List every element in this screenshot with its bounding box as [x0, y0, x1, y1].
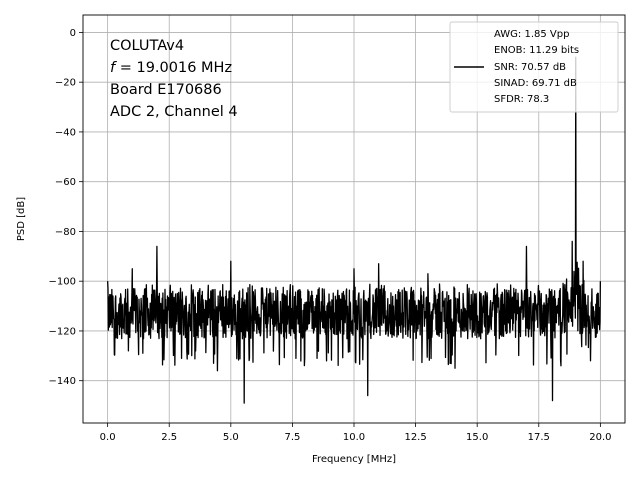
- annotation-board: Board E170686: [110, 82, 222, 98]
- x-axis-ticks: 0.0 2.5 5.0 7.5 10.0 12.5 15.0 17.5 20.0: [100, 423, 611, 443]
- x-tick-label: 10.0: [343, 432, 365, 443]
- annotation-channel: ADC 2, Channel 4: [110, 104, 238, 120]
- y-tick-label: −80: [55, 227, 76, 238]
- y-axis-ticks: 0 −20 −40 −60 −80 −100 −120 −140: [49, 28, 83, 387]
- annotation-frequency-value: = 19.0016 MHz: [115, 60, 232, 76]
- x-tick-label: 20.0: [589, 432, 611, 443]
- x-tick-label: 7.5: [284, 432, 300, 443]
- y-tick-label: 0: [70, 28, 76, 39]
- y-tick-label: −60: [55, 177, 76, 188]
- psd-line: [106, 56, 602, 404]
- annotation-frequency: f = 19.0016 MHz: [110, 60, 232, 76]
- x-tick-label: 15.0: [466, 432, 488, 443]
- x-tick-label: 2.5: [161, 432, 177, 443]
- annotation-block: COLUTAv4 f = 19.0016 MHz Board E170686 A…: [110, 38, 238, 120]
- legend: AWG: 1.85 Vpp ENOB: 11.29 bits SNR: 70.5…: [449, 21, 619, 113]
- annotation-chip: COLUTAv4: [110, 38, 184, 54]
- y-axis-label: PSD [dB]: [16, 197, 27, 241]
- y-tick-label: −100: [49, 277, 76, 288]
- x-tick-label: 12.5: [404, 432, 426, 443]
- psd-series: [106, 56, 602, 404]
- x-tick-label: 0.0: [100, 432, 116, 443]
- y-tick-label: −20: [55, 78, 76, 89]
- legend-entry-snr: SNR: 70.57 dB: [494, 62, 566, 73]
- annotation-frequency-symbol: f: [110, 60, 117, 76]
- legend-entry-sfdr: SFDR: 78.3: [494, 94, 549, 105]
- y-tick-label: −40: [55, 127, 76, 138]
- legend-entry-enob: ENOB: 11.29 bits: [494, 45, 579, 56]
- y-tick-label: −120: [49, 326, 76, 337]
- x-tick-label: 5.0: [223, 432, 239, 443]
- y-tick-label: −140: [49, 376, 76, 387]
- x-tick-label: 17.5: [528, 432, 550, 443]
- legend-entry-sinad: SINAD: 69.71 dB: [494, 78, 577, 89]
- legend-entry-awg: AWG: 1.85 Vpp: [494, 29, 569, 40]
- x-axis-label: Frequency [MHz]: [312, 454, 396, 465]
- legend-box: [449, 21, 619, 113]
